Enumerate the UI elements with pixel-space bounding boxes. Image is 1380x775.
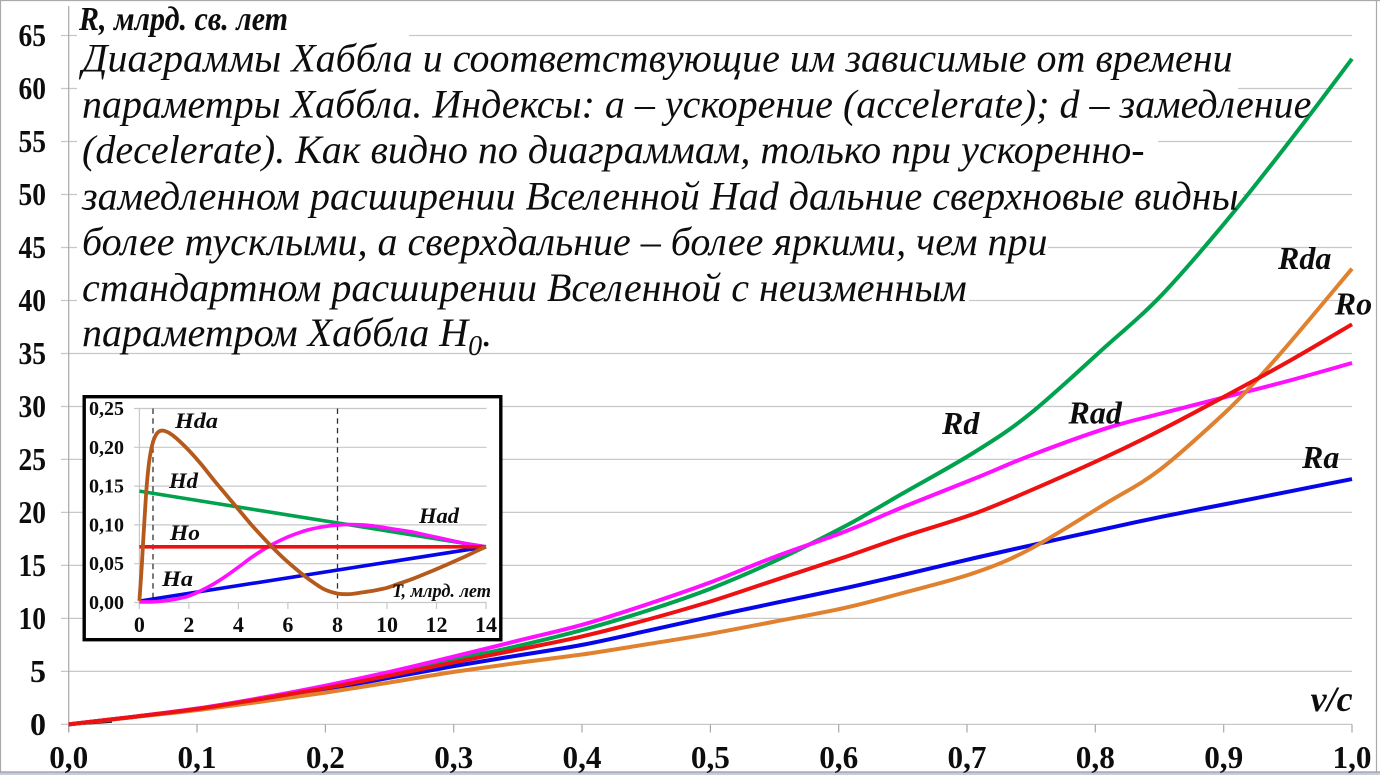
svg-text:0,4: 0,4 <box>563 739 602 775</box>
svg-text:параметром Хаббла H0.: параметром Хаббла H0. <box>82 310 492 362</box>
svg-text:30: 30 <box>19 388 47 424</box>
svg-text:15: 15 <box>19 547 47 583</box>
svg-text:Rda: Rda <box>1277 240 1331 276</box>
svg-text:50: 50 <box>19 176 47 212</box>
svg-text:0,20: 0,20 <box>89 437 124 459</box>
svg-text:0,7: 0,7 <box>948 739 987 775</box>
svg-text:0,0: 0,0 <box>49 739 88 775</box>
svg-text:0,6: 0,6 <box>819 739 858 775</box>
svg-text:параметры Хаббла. Индексы: a –: параметры Хаббла. Индексы: a – ускорение… <box>82 82 1311 127</box>
svg-text:20: 20 <box>19 494 47 530</box>
svg-text:6: 6 <box>282 612 293 637</box>
svg-text:55: 55 <box>19 123 47 159</box>
svg-text:2: 2 <box>183 612 194 637</box>
svg-text:14: 14 <box>475 612 497 637</box>
svg-text:Hd: Hd <box>168 468 199 493</box>
svg-text:0,1: 0,1 <box>178 739 217 775</box>
svg-text:стандартном расширении Вселенн: стандартном расширении Вселенной с неизм… <box>82 265 967 310</box>
svg-text:35: 35 <box>19 335 47 371</box>
svg-text:T, млрд. лет: T, млрд. лет <box>392 581 491 602</box>
svg-text:1,0: 1,0 <box>1333 739 1372 775</box>
svg-text:0,3: 0,3 <box>434 739 473 775</box>
svg-text:0,25: 0,25 <box>89 398 124 420</box>
svg-text:40: 40 <box>19 282 47 318</box>
svg-text:8: 8 <box>332 612 343 637</box>
svg-text:10: 10 <box>376 612 398 637</box>
svg-text:0,15: 0,15 <box>89 476 124 498</box>
svg-text:замедленном расширении Вселенн: замедленном расширении Вселенной Had дал… <box>81 174 1239 219</box>
svg-text:0,05: 0,05 <box>89 553 124 575</box>
svg-text:25: 25 <box>19 441 47 477</box>
svg-text:0: 0 <box>134 612 145 637</box>
svg-text:0,8: 0,8 <box>1076 739 1115 775</box>
svg-text:Ro: Ro <box>1334 286 1372 322</box>
svg-text:0,00: 0,00 <box>89 592 124 614</box>
svg-text:v/c: v/c <box>1311 679 1353 719</box>
svg-text:65: 65 <box>19 17 47 53</box>
svg-text:45: 45 <box>19 229 47 265</box>
svg-text:5: 5 <box>30 653 46 689</box>
svg-text:Had: Had <box>418 503 460 528</box>
svg-text:Ho: Ho <box>169 520 200 545</box>
svg-text:12: 12 <box>426 612 448 637</box>
svg-text:Hda: Hda <box>174 408 218 433</box>
svg-text:более тусклыми, а сверхдальние: более тусклыми, а сверхдальние – более я… <box>82 219 1048 264</box>
svg-text:(decelerate). Как видно по диа: (decelerate). Как видно по диаграммам, т… <box>82 127 1145 172</box>
svg-text:Rad: Rad <box>1068 395 1123 431</box>
svg-text:0,5: 0,5 <box>691 739 730 775</box>
svg-text:60: 60 <box>19 70 47 106</box>
svg-text:Ra: Ra <box>1301 439 1339 475</box>
svg-text:0,9: 0,9 <box>1204 739 1243 775</box>
svg-text:Диаграммы Хаббла и соответству: Диаграммы Хаббла и соответствующие им за… <box>78 36 1233 81</box>
svg-text:4: 4 <box>233 612 244 637</box>
svg-text:Ha: Ha <box>161 566 193 591</box>
svg-text:10: 10 <box>19 600 47 636</box>
svg-text:0: 0 <box>30 706 46 742</box>
svg-text:R, млрд. св. лет: R, млрд. св. лет <box>78 1 288 38</box>
svg-text:0,2: 0,2 <box>306 739 345 775</box>
svg-text:Rd: Rd <box>941 405 980 441</box>
svg-text:0,10: 0,10 <box>89 514 124 536</box>
